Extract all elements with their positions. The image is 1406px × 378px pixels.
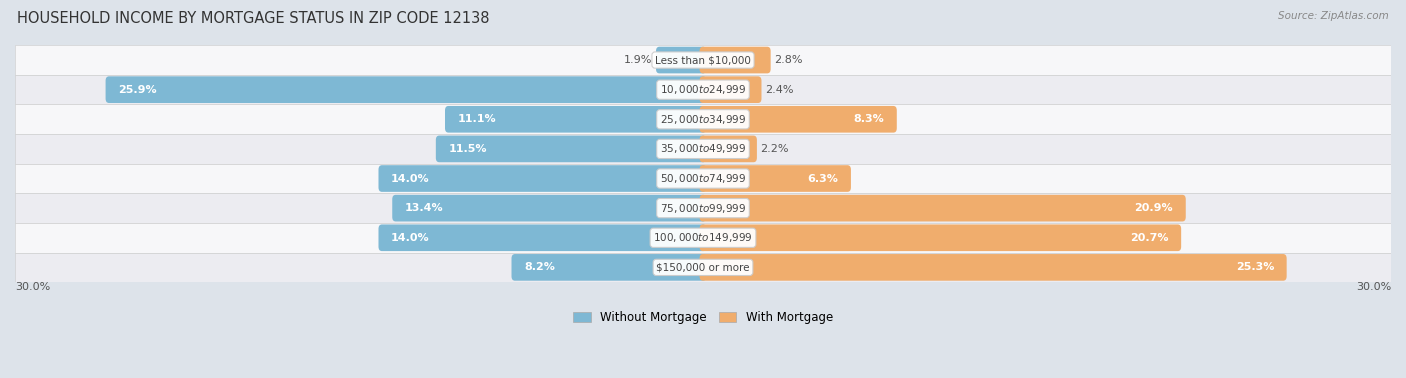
- Text: Less than $10,000: Less than $10,000: [655, 55, 751, 65]
- FancyBboxPatch shape: [700, 254, 1286, 281]
- Text: $25,000 to $34,999: $25,000 to $34,999: [659, 113, 747, 126]
- Text: 8.2%: 8.2%: [524, 262, 555, 273]
- FancyBboxPatch shape: [700, 195, 1185, 222]
- Text: $10,000 to $24,999: $10,000 to $24,999: [659, 83, 747, 96]
- Text: 25.9%: 25.9%: [118, 85, 157, 94]
- Text: HOUSEHOLD INCOME BY MORTGAGE STATUS IN ZIP CODE 12138: HOUSEHOLD INCOME BY MORTGAGE STATUS IN Z…: [17, 11, 489, 26]
- Bar: [15, 223, 1391, 253]
- FancyBboxPatch shape: [700, 106, 897, 133]
- FancyBboxPatch shape: [392, 195, 706, 222]
- FancyBboxPatch shape: [700, 225, 1181, 251]
- Text: 14.0%: 14.0%: [391, 174, 430, 184]
- FancyBboxPatch shape: [512, 254, 706, 281]
- Bar: [15, 134, 1391, 164]
- Text: $150,000 or more: $150,000 or more: [657, 262, 749, 273]
- Bar: [15, 75, 1391, 104]
- Text: 2.2%: 2.2%: [761, 144, 789, 154]
- Text: 20.7%: 20.7%: [1130, 233, 1168, 243]
- Text: 25.3%: 25.3%: [1236, 262, 1274, 273]
- Text: 2.4%: 2.4%: [765, 85, 793, 94]
- Text: 11.5%: 11.5%: [449, 144, 486, 154]
- FancyBboxPatch shape: [657, 47, 706, 73]
- Text: 30.0%: 30.0%: [1355, 282, 1391, 292]
- Legend: Without Mortgage, With Mortgage: Without Mortgage, With Mortgage: [568, 306, 838, 328]
- FancyBboxPatch shape: [378, 165, 706, 192]
- Text: 11.1%: 11.1%: [457, 114, 496, 124]
- Bar: [15, 45, 1391, 75]
- Text: $35,000 to $49,999: $35,000 to $49,999: [659, 143, 747, 155]
- Text: 1.9%: 1.9%: [624, 55, 652, 65]
- Text: 8.3%: 8.3%: [853, 114, 884, 124]
- FancyBboxPatch shape: [700, 136, 756, 162]
- FancyBboxPatch shape: [378, 225, 706, 251]
- Text: 2.8%: 2.8%: [775, 55, 803, 65]
- Text: 20.9%: 20.9%: [1135, 203, 1173, 213]
- Text: 14.0%: 14.0%: [391, 233, 430, 243]
- Bar: [15, 253, 1391, 282]
- Text: 6.3%: 6.3%: [807, 174, 838, 184]
- FancyBboxPatch shape: [700, 47, 770, 73]
- Text: $50,000 to $74,999: $50,000 to $74,999: [659, 172, 747, 185]
- Text: $100,000 to $149,999: $100,000 to $149,999: [654, 231, 752, 244]
- Bar: [15, 104, 1391, 134]
- FancyBboxPatch shape: [105, 76, 706, 103]
- Text: $75,000 to $99,999: $75,000 to $99,999: [659, 201, 747, 215]
- Text: Source: ZipAtlas.com: Source: ZipAtlas.com: [1278, 11, 1389, 21]
- Bar: [15, 193, 1391, 223]
- Text: 13.4%: 13.4%: [405, 203, 443, 213]
- FancyBboxPatch shape: [700, 76, 762, 103]
- FancyBboxPatch shape: [446, 106, 706, 133]
- Text: 30.0%: 30.0%: [15, 282, 51, 292]
- Bar: [15, 164, 1391, 193]
- FancyBboxPatch shape: [436, 136, 706, 162]
- FancyBboxPatch shape: [700, 165, 851, 192]
